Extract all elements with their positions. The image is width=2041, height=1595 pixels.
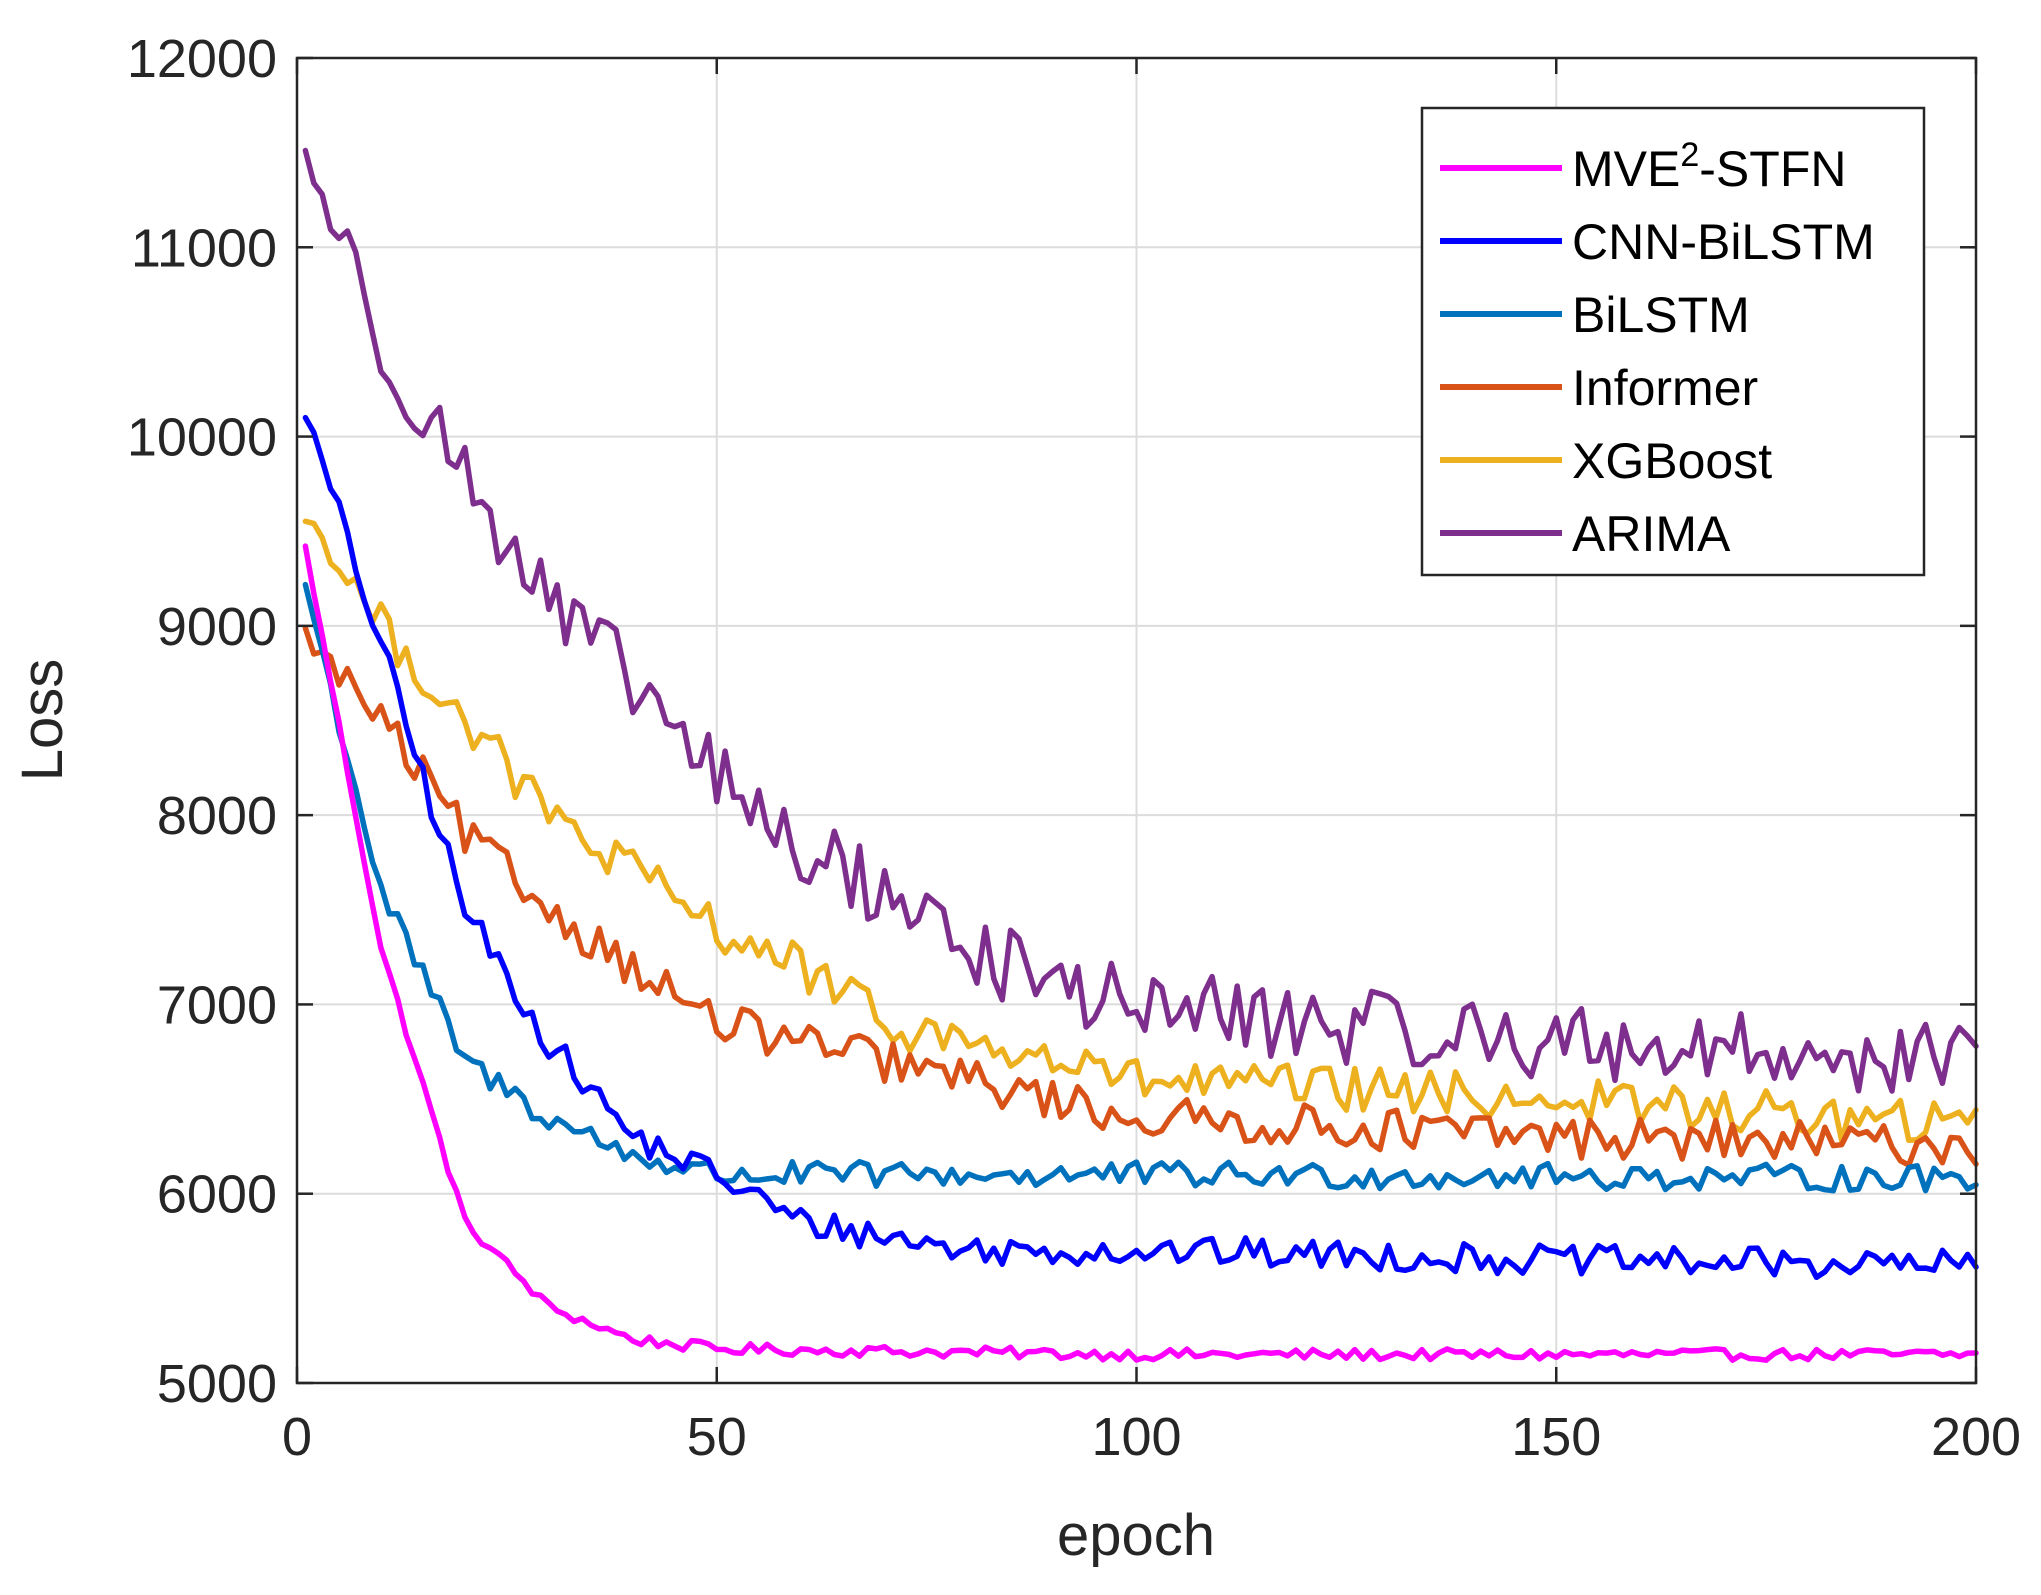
x-tick-labels: 0 50 100 150 200: [282, 1407, 2021, 1467]
x-tick-label: 0: [282, 1407, 312, 1467]
series-line-arima: [302, 147, 1979, 1094]
series-line-informer: [302, 625, 1979, 1168]
legend-label: ARIMA: [1572, 506, 1731, 562]
series-lines: [302, 147, 1979, 1363]
series-line-xgboost: [302, 518, 1979, 1144]
series-line-bilstm: [302, 581, 1979, 1194]
y-tick-label: 6000: [157, 1165, 277, 1225]
x-tick-label: 150: [1511, 1407, 1601, 1467]
x-tick-label: 200: [1931, 1407, 2021, 1467]
x-axis-title: epoch: [1057, 1503, 1215, 1568]
y-tick-label: 5000: [157, 1354, 277, 1414]
series-line-cnn-bilstm: [302, 414, 1979, 1281]
legend-label: Informer: [1572, 360, 1758, 416]
legend-label: MVE2-STFN: [1572, 136, 1846, 197]
legend-label: CNN-BiLSTM: [1572, 214, 1875, 270]
y-tick-label: 7000: [157, 975, 277, 1035]
axis-ticks: [295, 56, 1978, 1385]
legend-label: XGBoost: [1572, 433, 1772, 489]
legend-box: [1420, 106, 1926, 577]
y-tick-label: 10000: [127, 408, 277, 468]
series-line-mve2-stfn: [302, 543, 1979, 1363]
y-tick-labels: 5000 6000 7000 8000 9000 10000 11000 12000: [127, 29, 277, 1414]
y-tick-label: 9000: [157, 597, 277, 657]
x-tick-label: 50: [687, 1407, 747, 1467]
y-axis-title: Loss: [10, 659, 75, 782]
legend: MVE2-STFN CNN-BiLSTM BiLSTM Informer XGBoost…: [1420, 106, 1926, 577]
y-tick-label: 8000: [157, 786, 277, 846]
legend-label: BiLSTM: [1572, 287, 1750, 343]
y-tick-label: 12000: [127, 29, 277, 89]
x-tick-label: 100: [1091, 1407, 1181, 1467]
y-tick-label: 11000: [131, 218, 277, 278]
